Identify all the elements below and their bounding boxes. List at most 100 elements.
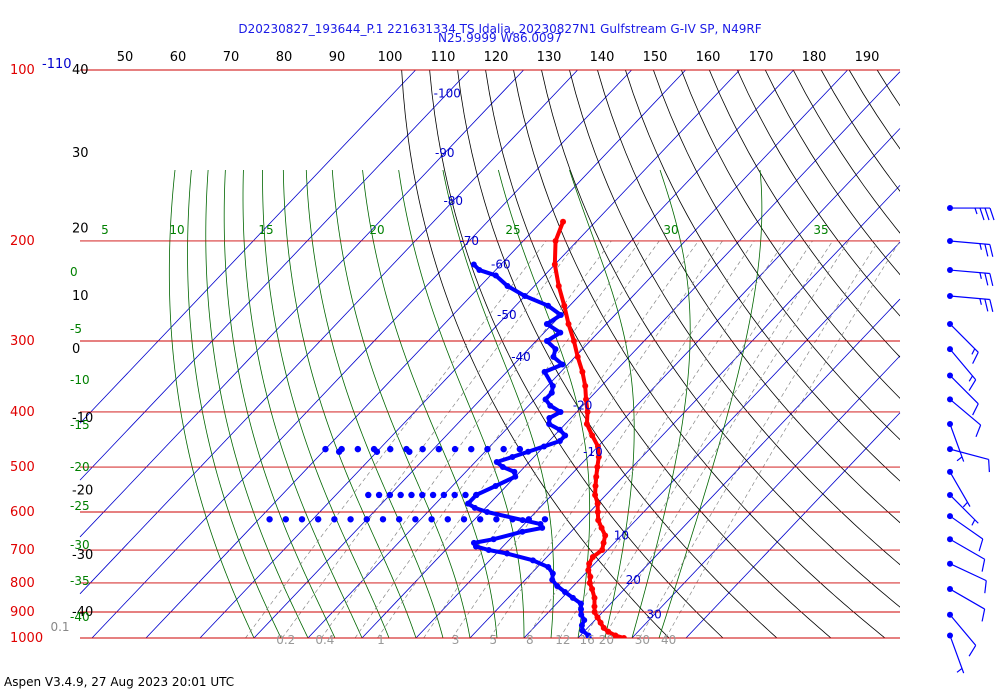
wind-barb	[947, 320, 979, 364]
moist-adiabat-line	[362, 169, 498, 638]
moist-adiabat-top-label: 5	[101, 223, 109, 237]
dry-adiabat-label: 180	[802, 50, 827, 65]
footer-text: Aspen V3.4.9, 27 Aug 2023 20:01 UTC	[4, 675, 235, 689]
chart-title: D20230827_193644_P.1 221631334 TS Idalia…	[238, 22, 762, 36]
temperature-point	[551, 261, 558, 268]
wind-barb	[947, 267, 994, 286]
dewpoint-point	[471, 504, 478, 511]
dewpoint-point	[470, 539, 477, 546]
temperature-point	[579, 368, 586, 375]
wind-barb-feather	[989, 299, 994, 312]
wind-barb-feather	[972, 403, 979, 416]
temperature-point	[595, 517, 602, 524]
mixing-ratio-line	[245, 240, 547, 638]
wind-barb-feather	[979, 207, 985, 221]
wind-barb	[947, 536, 986, 572]
dewpoint-series	[465, 261, 592, 638]
wind-barb	[947, 586, 986, 622]
dewpoint-point	[562, 432, 569, 439]
temperature-point	[600, 539, 607, 546]
dewpoint-point	[545, 302, 552, 309]
moist-adiabat-label: -30	[70, 538, 90, 552]
moist-adiabat-line	[331, 169, 471, 638]
isotherm-line	[79, 69, 524, 538]
wind-barb-feather	[972, 352, 979, 364]
wind-barb-staff	[949, 494, 979, 524]
dewpoint-point	[363, 516, 370, 523]
temperature-point	[599, 547, 606, 554]
dry-adiabat-line	[401, 70, 670, 638]
moist-adiabat-line	[242, 170, 363, 638]
wind-barb-feather	[988, 459, 990, 473]
wind-barb	[947, 396, 982, 438]
wind-barb-half-feather	[956, 667, 963, 673]
wind-barb	[947, 560, 987, 594]
dewpoint-point	[511, 468, 518, 475]
mixing-ratio-label: 0.2	[276, 633, 295, 647]
isotherm-line	[685, 412, 901, 639]
dewpoint-point	[529, 557, 536, 564]
wind-barb-staff	[949, 588, 985, 610]
dewpoint-point	[504, 282, 511, 289]
mixing-ratio-label: 20	[599, 633, 614, 647]
temperature-point	[592, 491, 599, 498]
isotherm-line	[631, 355, 901, 639]
dewpoint-point	[490, 536, 497, 543]
wind-barb-half-feather	[979, 243, 982, 250]
wind-barb-feather	[984, 580, 987, 594]
dewpoint-point	[542, 396, 549, 403]
moist-adiabat-label: -15	[70, 418, 90, 432]
dry-adiabat-label: 80	[276, 50, 293, 65]
height-label: 20	[72, 221, 89, 236]
dry-adiabat-line	[989, 70, 1000, 638]
dewpoint-point	[556, 438, 563, 445]
temperature-point	[594, 508, 601, 515]
dewpoint-point	[541, 368, 548, 375]
wind-barb-feather	[989, 273, 994, 286]
dewpoint-point	[492, 482, 499, 489]
isotherm-line	[361, 71, 901, 639]
wind-barb-staff	[949, 398, 982, 426]
temperature-point	[594, 500, 601, 507]
isotherm-line	[79, 69, 578, 595]
dry-adiabat-line	[876, 70, 900, 107]
dewpoint-point	[476, 267, 483, 274]
isotherm-line	[91, 69, 632, 639]
wind-barb	[947, 632, 965, 674]
dewpoint-point	[561, 589, 568, 596]
pressure-tick-label: 600	[10, 505, 35, 520]
pressure-tick-label: 100	[10, 63, 35, 78]
dewpoint-point	[322, 445, 329, 453]
temperature-point	[605, 628, 612, 635]
moist-adiabat-line	[398, 169, 525, 638]
dry-adiabat-label: 160	[696, 50, 721, 65]
dewpoint-point	[559, 361, 566, 368]
dewpoint-point	[460, 516, 468, 523]
moist-adiabat-label: -20	[70, 460, 90, 474]
temperature-point	[612, 632, 619, 638]
dewpoint-point	[397, 491, 404, 499]
wind-barb-feather	[975, 424, 982, 438]
dewpoint-point	[451, 491, 458, 499]
mixing-ratio-label: 0.1	[50, 620, 69, 634]
temperature-point	[620, 635, 627, 638]
moist-adiabat-top-label: 20	[369, 223, 384, 237]
dewpoint-point	[500, 445, 507, 453]
dewpoint-point	[451, 445, 459, 453]
wind-barb-half-feather	[979, 272, 982, 279]
temperature-point	[582, 382, 589, 389]
dewpoint-point	[548, 389, 555, 396]
moist-adiabat-line	[223, 170, 336, 638]
mixing-ratio-line	[559, 240, 813, 638]
dry-adiabat-label: 130	[537, 50, 562, 65]
wind-barb	[947, 611, 977, 657]
isotherm-line	[145, 69, 686, 639]
temperature-point	[574, 353, 581, 360]
wind-barb-half-feather	[971, 519, 976, 526]
wind-barb-half-feather	[956, 456, 963, 462]
wind-barb	[947, 372, 979, 416]
pressure-tick-label: 900	[10, 605, 35, 620]
dry-adiabat-label: 150	[643, 50, 668, 65]
mixing-ratio-label: 1	[377, 633, 385, 647]
mixing-ratio-line	[603, 240, 849, 638]
